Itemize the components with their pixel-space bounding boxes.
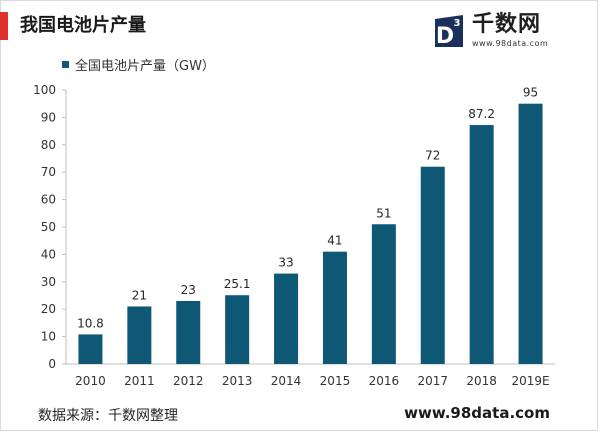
- y-tick-label: 20: [41, 302, 56, 316]
- bar: [274, 273, 299, 364]
- bar: [371, 224, 396, 364]
- logo-badge-superscript: 3: [454, 18, 461, 29]
- bar-value-label: 95: [523, 86, 538, 100]
- title-accent-bar: [0, 12, 8, 40]
- x-tick-label: 2010: [75, 374, 106, 388]
- y-tick-label: 70: [41, 165, 56, 179]
- y-tick-label: 80: [41, 138, 56, 152]
- y-tick-label: 90: [41, 110, 56, 124]
- bar-value-label: 33: [278, 256, 293, 270]
- y-tick-label: 40: [41, 247, 56, 261]
- legend-swatch: [62, 60, 69, 68]
- bar: [127, 306, 152, 364]
- logo-name: 千数网: [472, 12, 542, 37]
- bar-value-label: 72: [425, 149, 440, 163]
- bar: [518, 103, 543, 364]
- y-tick-label: 0: [48, 357, 56, 371]
- x-tick-label: 2019E: [511, 374, 549, 388]
- y-tick-label: 60: [41, 193, 56, 207]
- logo-badge-icon: D 3: [435, 15, 463, 49]
- x-tick-label: 2013: [222, 374, 253, 388]
- data-source-note: 数据来源：千数网整理: [38, 408, 178, 424]
- logo-badge-letter: D: [436, 24, 454, 49]
- bar-value-label: 21: [132, 288, 147, 302]
- y-tick-label: 30: [41, 275, 56, 289]
- bar-value-label: 10.8: [77, 316, 104, 330]
- x-tick-label: 2017: [417, 374, 448, 388]
- bar-value-label: 51: [376, 206, 391, 220]
- bar: [176, 300, 201, 364]
- bar: [78, 334, 103, 364]
- bar: [322, 251, 347, 364]
- chart-title: 我国电池片产量: [20, 15, 146, 36]
- x-tick-label: 2014: [271, 374, 302, 388]
- bar-value-label: 25.1: [224, 277, 251, 291]
- x-tick-label: 2011: [124, 374, 155, 388]
- x-tick-label: 2015: [320, 374, 351, 388]
- logo-url: www.98data.com: [472, 39, 549, 48]
- brand-logo: D 3 千数网 www.98data.com: [432, 12, 592, 52]
- bar: [225, 295, 250, 364]
- bar-value-label: 41: [327, 234, 342, 248]
- y-tick-label: 10: [41, 330, 56, 344]
- x-tick-label: 2018: [466, 374, 497, 388]
- x-tick-label: 2016: [369, 374, 400, 388]
- bar-value-label: 87.2: [468, 107, 495, 121]
- chart-legend: 全国电池片产量（GW）: [62, 56, 215, 74]
- x-tick-label: 2012: [173, 374, 204, 388]
- bar: [420, 166, 445, 364]
- bar: [469, 125, 494, 365]
- bar-value-label: 23: [181, 283, 196, 297]
- y-tick-label: 50: [41, 220, 56, 234]
- legend-label: 全国电池片产量（GW）: [75, 58, 215, 74]
- footer-website: www.98data.com: [404, 404, 550, 422]
- y-tick-label: 100: [33, 83, 56, 97]
